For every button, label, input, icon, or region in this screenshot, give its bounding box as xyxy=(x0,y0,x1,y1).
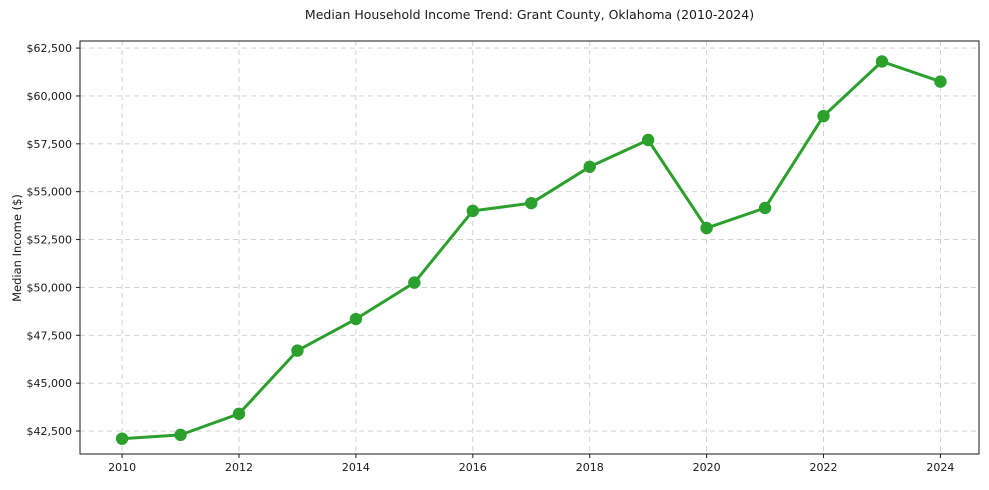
data-point-2024 xyxy=(934,75,947,88)
y-tick-label: $60,000 xyxy=(27,90,73,103)
x-tick-label: 2010 xyxy=(108,461,136,474)
data-point-2016 xyxy=(466,204,480,218)
x-tick-label: 2022 xyxy=(810,461,838,474)
y-tick-label: $45,000 xyxy=(27,377,73,390)
data-point-2010 xyxy=(115,432,129,445)
data-point-2014 xyxy=(349,312,363,326)
x-tick-label: 2012 xyxy=(225,461,253,474)
data-point-2022 xyxy=(817,109,830,123)
data-point-2018 xyxy=(583,160,596,173)
y-tick-label: $52,500 xyxy=(27,234,73,247)
plot-frame xyxy=(79,40,980,455)
x-tick-label: 2016 xyxy=(459,461,487,474)
chart-title: Median Household Income Trend: Grant Cou… xyxy=(304,7,755,22)
data-point-2015 xyxy=(408,276,421,289)
data-point-2021 xyxy=(758,201,772,215)
y-tick-label: $55,000 xyxy=(27,186,73,199)
y-tick-label: $42,500 xyxy=(27,425,73,438)
x-tick-label: 2020 xyxy=(693,461,721,474)
data-point-2011 xyxy=(174,428,187,442)
x-tick-label: 2018 xyxy=(576,461,604,474)
y-axis-title: Median Income ($) xyxy=(10,194,24,302)
y-tick-label: $57,500 xyxy=(27,138,73,151)
data-point-2019 xyxy=(641,133,655,147)
y-tick-label: $47,500 xyxy=(27,329,73,342)
x-tick-label: 2014 xyxy=(342,461,370,474)
data-point-2017 xyxy=(525,196,538,210)
x-tick-label: 2024 xyxy=(926,461,954,474)
y-tick-label: $62,500 xyxy=(27,42,73,55)
data-point-2013 xyxy=(291,344,304,357)
data-point-2012 xyxy=(232,407,246,420)
data-point-2020 xyxy=(700,221,713,235)
data-point-2023 xyxy=(875,55,889,68)
y-tick-label: $50,000 xyxy=(27,281,73,294)
